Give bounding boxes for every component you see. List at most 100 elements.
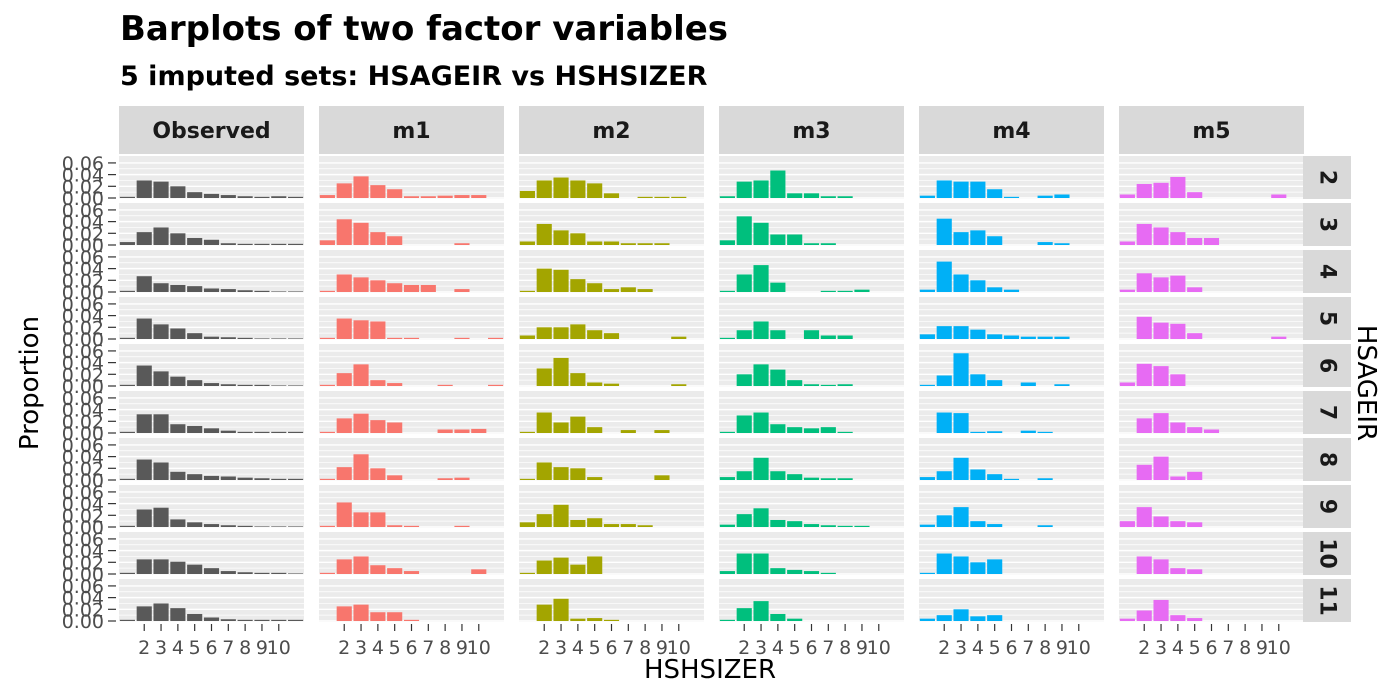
bar xyxy=(970,616,986,621)
bar xyxy=(854,525,870,527)
x-tick-label: 8 xyxy=(439,637,451,659)
bar xyxy=(1119,618,1135,621)
x-tick-label: 2 xyxy=(938,637,950,659)
bar xyxy=(437,384,453,386)
bar xyxy=(288,478,304,480)
x-tick-label: 7 xyxy=(422,637,434,659)
bar xyxy=(654,243,670,245)
bar xyxy=(336,373,352,386)
bar xyxy=(803,477,820,480)
column-strip xyxy=(119,106,304,154)
bar xyxy=(237,525,253,527)
y-tick-label: 0.02 xyxy=(62,270,104,292)
bar xyxy=(919,334,935,339)
bar xyxy=(536,268,552,292)
column-strip xyxy=(1119,106,1304,154)
bar xyxy=(953,326,969,339)
bar xyxy=(587,618,603,621)
bar xyxy=(770,471,786,480)
bar xyxy=(119,384,135,386)
y-tick-label: 0.06 xyxy=(62,294,104,316)
bar xyxy=(1003,196,1020,198)
y-tick-label: 0.00 xyxy=(62,188,104,210)
y-tick-label: 0.00 xyxy=(62,517,104,539)
row-strip xyxy=(1303,485,1351,528)
bar xyxy=(1136,418,1152,433)
bar xyxy=(353,454,369,480)
row-strip xyxy=(1303,250,1351,293)
bar xyxy=(288,291,304,292)
bar xyxy=(336,183,352,198)
bar xyxy=(187,380,203,386)
x-tick-label: 2 xyxy=(138,637,150,659)
bar xyxy=(353,364,369,386)
bar xyxy=(353,176,369,198)
bar xyxy=(1187,333,1203,339)
x-tick-label: 3 xyxy=(355,637,367,659)
bar xyxy=(1271,194,1287,198)
x-tick-label: 4 xyxy=(772,637,784,659)
bar xyxy=(153,507,169,527)
bar xyxy=(136,365,152,386)
bar xyxy=(237,477,253,480)
bar xyxy=(1187,427,1203,433)
bar xyxy=(1037,195,1053,198)
bar xyxy=(603,241,620,245)
bar xyxy=(970,562,986,574)
bar xyxy=(770,170,786,198)
bar xyxy=(1003,289,1020,292)
bar xyxy=(336,606,352,621)
x-tick-label: 5 xyxy=(589,637,601,659)
bar xyxy=(970,230,986,245)
bar xyxy=(936,412,952,433)
bar xyxy=(919,572,935,574)
bar xyxy=(271,338,287,339)
bar xyxy=(820,427,836,433)
x-tick-label: 4 xyxy=(372,637,384,659)
column-strip-label: m2 xyxy=(592,119,630,144)
bar xyxy=(403,337,420,339)
bar xyxy=(387,475,403,480)
bar xyxy=(254,290,270,292)
bar xyxy=(1136,610,1152,621)
bar xyxy=(153,324,169,339)
bar xyxy=(987,287,1003,292)
bar xyxy=(119,572,135,574)
bar xyxy=(603,333,620,339)
bar xyxy=(936,471,952,480)
bar xyxy=(288,243,304,245)
bar xyxy=(637,525,653,527)
bar xyxy=(1153,413,1169,433)
bar xyxy=(403,571,420,574)
bar xyxy=(587,518,603,527)
bar xyxy=(736,553,752,574)
bar xyxy=(454,243,470,245)
bar xyxy=(237,619,253,621)
y-tick-label: 0.06 xyxy=(62,576,104,598)
bar xyxy=(570,180,586,198)
bar xyxy=(370,321,386,339)
bar xyxy=(787,427,803,433)
bar xyxy=(1153,227,1169,245)
bar xyxy=(254,338,270,339)
bar xyxy=(803,193,820,198)
bar xyxy=(1054,194,1070,198)
bar xyxy=(803,524,820,527)
x-tick-label: 7 xyxy=(1022,637,1034,659)
bar xyxy=(119,619,135,621)
y-tick-label: 0.00 xyxy=(62,470,104,492)
bar xyxy=(454,195,470,198)
bar xyxy=(1187,618,1203,621)
bar xyxy=(1203,429,1220,433)
column-strip xyxy=(919,106,1104,154)
bar xyxy=(271,196,287,198)
y-tick-label: 0.04 xyxy=(62,212,104,234)
bar xyxy=(187,522,203,527)
bar xyxy=(387,189,403,198)
bar xyxy=(203,568,220,574)
bar xyxy=(1153,599,1169,621)
bar xyxy=(370,612,386,621)
bar xyxy=(271,243,287,245)
x-tick-label: 2 xyxy=(538,637,550,659)
column-strip xyxy=(319,106,504,154)
